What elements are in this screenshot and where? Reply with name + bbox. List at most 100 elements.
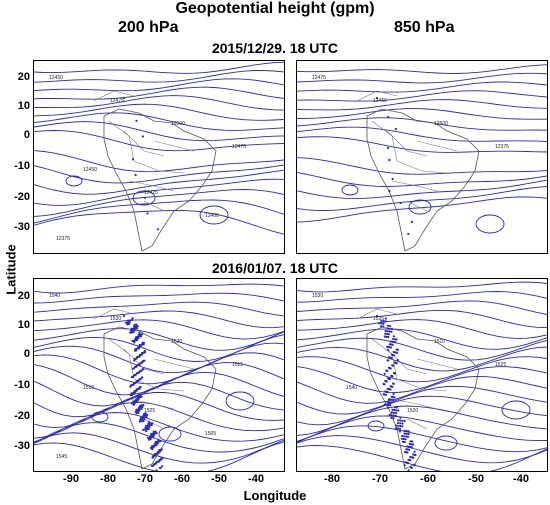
contour-value-label: 1520	[171, 339, 182, 345]
x-tick-label: -60	[174, 473, 190, 485]
terrain-contour-dot	[150, 432, 153, 435]
contour-cell	[225, 391, 255, 411]
contour-line	[297, 395, 547, 426]
terrain-contour-dot	[388, 330, 391, 333]
terrain-contour-dot	[403, 435, 406, 438]
terrain-contour-dot	[395, 351, 399, 354]
terrain-contour-dot	[390, 416, 393, 420]
contour-line	[297, 346, 547, 372]
terrain-contour-dot	[152, 464, 155, 467]
terrain-contour-dot	[383, 383, 386, 386]
terrain-contour-dot	[144, 426, 147, 429]
country-border	[396, 160, 448, 174]
terrain-contour-dot	[391, 343, 394, 346]
terrain-contour-dot	[149, 438, 152, 441]
terrain-contour-dot	[380, 322, 383, 325]
terrain-contour-dot	[137, 397, 140, 400]
terrain-contour-dot	[142, 343, 145, 346]
contour-value-label: 1515	[232, 362, 243, 368]
terrain-contour-dot	[382, 325, 385, 328]
country-border	[391, 180, 438, 192]
x-tick-label: -50	[211, 473, 227, 485]
terrain-contour-dot	[132, 403, 135, 406]
contour-value-label: 1505	[205, 431, 216, 437]
terrain-contour-dot	[160, 458, 163, 461]
terrain-contour-dot	[155, 432, 158, 435]
contour-value-label: 1530	[312, 293, 323, 299]
country-border	[143, 200, 165, 212]
terrain-contour-dot	[141, 416, 144, 419]
terrain-contour-dot	[411, 440, 414, 443]
terrain-contour-dot	[146, 426, 149, 429]
contour-line	[34, 61, 284, 74]
terrain-contour-dot	[133, 391, 136, 394]
terrain-contour-dot	[396, 427, 399, 430]
contour-line	[297, 157, 547, 175]
terrain-contour-dot	[402, 440, 405, 443]
terrain-contour-dot	[135, 327, 139, 330]
contour-value-label: 12450	[83, 167, 97, 173]
contour-value-label: 1510	[83, 385, 94, 391]
terrain-contour-dot	[401, 419, 404, 422]
y-tick-label: 0	[23, 129, 30, 141]
terrain-contour-dot	[394, 341, 397, 344]
terrain-contour-dot	[161, 465, 164, 468]
coastline	[103, 108, 217, 252]
terrain-contour-dot	[153, 432, 156, 435]
terrain-contour-dot	[132, 375, 135, 378]
terrain-contour-dot	[137, 347, 141, 350]
terrain-contour-dot	[157, 452, 160, 455]
terrain-contour-dot	[406, 461, 409, 465]
terrain-contour-dot	[133, 329, 136, 332]
contour-line	[34, 178, 284, 206]
contour-line	[297, 291, 547, 303]
terrain-contour-dot	[390, 356, 393, 360]
terrain-contour-dot	[129, 329, 133, 332]
contour-line	[34, 70, 284, 83]
terrain-contour-dot	[388, 413, 391, 417]
terrain-contour-dot	[389, 404, 392, 407]
column-header-850hpa: 850 hPa	[394, 19, 455, 36]
terrain-contour-dot	[408, 448, 411, 451]
contour-line	[34, 381, 284, 418]
terrain-contour-dot	[404, 438, 407, 441]
contour-line	[34, 86, 284, 100]
terrain-contour-dot	[138, 420, 141, 423]
x-tick-label: -80	[100, 473, 116, 485]
contour-value-label: 12475	[110, 98, 124, 104]
contour-line	[297, 405, 547, 436]
contour-line	[34, 189, 284, 217]
terrain-contour-dot	[388, 327, 391, 330]
terrain-contour-dot	[392, 335, 395, 338]
contour-value-label: 12400	[205, 213, 219, 219]
country-border	[406, 418, 428, 430]
contour-value-label: 1525	[144, 408, 155, 414]
terrain-contour-dot	[410, 443, 413, 446]
terrain-contour-dot	[145, 428, 148, 431]
terrain-contour-dot	[393, 396, 396, 399]
terrain-contour-dot	[403, 440, 406, 444]
terrain-contour-dot	[131, 317, 134, 320]
y-tick-label: 10	[17, 100, 30, 112]
terrain-contour-dot	[145, 415, 148, 419]
terrain-contour-dot	[130, 331, 134, 334]
terrain-contour-dot	[136, 399, 139, 402]
terrain-contour-dot	[141, 135, 144, 138]
contour-value-label: 1530	[110, 316, 121, 322]
terrain-contour-dot	[399, 427, 402, 430]
terrain-contour-dot	[141, 418, 144, 421]
terrain-contour-dot	[159, 466, 162, 469]
terrain-contour-dot	[144, 424, 148, 427]
column-header-200hpa: 200 hPa	[118, 19, 179, 36]
terrain-contour-dot	[403, 432, 406, 435]
x-tick-label: -50	[468, 473, 484, 485]
terrain-contour-dot	[136, 410, 139, 413]
terrain-contour-dot	[135, 412, 138, 415]
terrain-contour-dot	[150, 436, 153, 439]
terrain-contour-dot	[394, 414, 397, 417]
terrain-contour-dot	[409, 459, 412, 462]
terrain-contour-dot	[130, 327, 133, 330]
terrain-contour-dot	[129, 331, 132, 334]
country-border	[356, 308, 398, 320]
terrain-contour-dot	[380, 325, 383, 328]
